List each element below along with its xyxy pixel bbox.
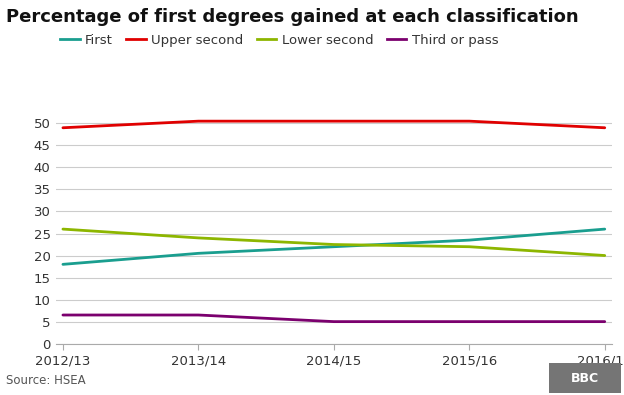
Text: Percentage of first degrees gained at each classification: Percentage of first degrees gained at ea… xyxy=(6,8,579,26)
Legend: First, Upper second, Lower second, Third or pass: First, Upper second, Lower second, Third… xyxy=(60,34,498,47)
Text: Source: HSEA: Source: HSEA xyxy=(6,374,86,387)
Text: BBC: BBC xyxy=(571,372,599,385)
